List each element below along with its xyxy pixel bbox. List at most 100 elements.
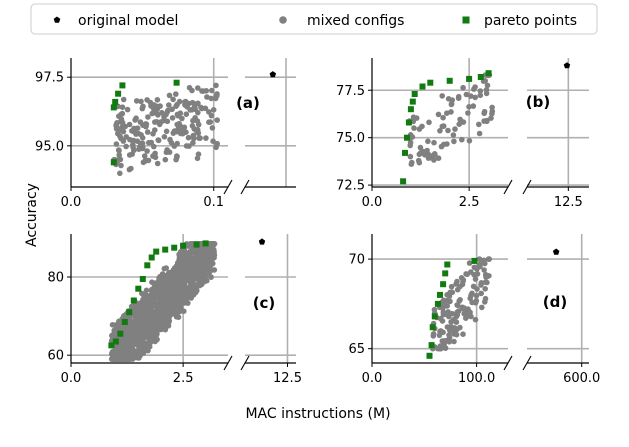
pareto-point — [153, 248, 160, 255]
mixed-config-point — [210, 107, 217, 113]
mixed-config-point — [213, 82, 219, 89]
mixed-config-point — [463, 91, 470, 98]
x-tick-label: 0.0 — [61, 195, 82, 210]
legend-pareto-marker-icon — [462, 16, 470, 24]
pareto-point — [117, 330, 124, 337]
mixed-config-point — [141, 320, 147, 327]
mixed-config-point — [116, 152, 122, 158]
mixed-config-point — [214, 91, 220, 97]
y-tick-label: 80 — [47, 271, 64, 286]
mixed-config-point — [125, 338, 132, 345]
mixed-config-point — [196, 257, 203, 264]
mixed-config-point — [409, 134, 416, 140]
legend-original-marker-icon — [53, 16, 61, 23]
mixed-config-point — [145, 312, 151, 319]
mixed-config-point — [472, 276, 479, 282]
mixed-config-point — [431, 157, 437, 163]
mixed-config-point — [477, 263, 483, 270]
panel-label: (c) — [253, 294, 276, 312]
x-tick-label: 100.0 — [458, 371, 495, 386]
y-tick-label: 72.5 — [336, 179, 365, 194]
mixed-config-point — [113, 122, 119, 129]
original-model-point — [552, 248, 560, 255]
mixed-config-point — [435, 155, 442, 161]
legend-mixed-label: mixed configs — [307, 13, 404, 29]
y-tick-label: 75.0 — [336, 131, 365, 146]
mixed-config-point — [139, 145, 146, 152]
mixed-config-point — [154, 97, 161, 103]
pareto-point — [400, 178, 407, 185]
mixed-config-point — [166, 102, 172, 108]
y-axis-label: Accuracy — [24, 183, 40, 247]
mixed-config-point — [137, 303, 143, 310]
axis-break-mark — [223, 355, 233, 371]
mixed-config-point — [468, 269, 474, 275]
axis-break-mark — [503, 179, 513, 195]
pareto-point — [426, 352, 433, 359]
mixed-config-point — [444, 110, 450, 116]
mixed-config-point — [471, 86, 477, 92]
mixed-config-point — [139, 140, 146, 147]
pareto-point — [130, 297, 137, 304]
mixed-config-point — [182, 273, 188, 280]
mixed-config-point — [413, 115, 420, 121]
mixed-config-point — [476, 130, 483, 137]
mixed-config-point — [198, 251, 204, 258]
mixed-config-point — [123, 351, 129, 358]
mixed-config-point — [469, 299, 475, 306]
pareto-point — [202, 240, 209, 247]
mixed-config-point — [451, 138, 457, 145]
mixed-config-point — [473, 297, 480, 304]
mixed-config-point — [459, 136, 465, 143]
pareto-point — [126, 309, 133, 316]
mixed-config-point — [183, 111, 190, 117]
legend-original-label: original model — [78, 13, 178, 29]
mixed-config-point — [146, 343, 153, 350]
x-tick-label: 0.0 — [362, 195, 383, 210]
pareto-point — [108, 342, 115, 349]
mixed-config-point — [158, 119, 164, 125]
panel-a: 95.0 97.5 0.0 0.1 (a) — [35, 58, 296, 210]
mixed-config-point — [179, 296, 186, 303]
mixed-config-point — [128, 303, 135, 310]
mixed-config-point — [454, 326, 460, 333]
mixed-config-point — [461, 306, 468, 313]
mixed-config-point — [131, 128, 137, 135]
mixed-config-point — [126, 152, 133, 158]
x-axis-label: MAC instructions (M) — [245, 406, 390, 422]
pareto-point — [431, 313, 438, 320]
mixed-config-point — [460, 331, 466, 338]
mixed-config-point — [154, 282, 161, 289]
mixed-config-point — [181, 124, 188, 131]
mixed-config-point — [195, 121, 202, 128]
mixed-config-point — [114, 325, 121, 332]
axis-break-mark — [503, 355, 513, 371]
mixed-config-point — [159, 272, 166, 279]
mixed-config-point — [204, 94, 210, 100]
mixed-config-point — [478, 290, 485, 297]
mixed-config-point — [144, 148, 150, 154]
mixed-config-point — [466, 104, 472, 110]
mixed-config-point — [472, 94, 479, 101]
mixed-config-point — [206, 264, 212, 271]
mixed-config-point — [148, 301, 155, 308]
pareto-point — [409, 98, 416, 105]
mixed-config-point — [166, 92, 173, 99]
mixed-config-point — [482, 78, 489, 84]
mixed-config-point — [166, 272, 172, 278]
mixed-config-point — [165, 283, 171, 290]
mixed-config-point — [454, 302, 460, 308]
mixed-config-point — [168, 288, 175, 294]
mixed-config-point — [472, 316, 479, 323]
panel-label: (a) — [236, 94, 260, 112]
mixed-config-point — [109, 333, 116, 339]
mixed-config-point — [118, 135, 124, 142]
pareto-point — [121, 319, 128, 325]
mixed-config-point — [407, 139, 414, 146]
mixed-config-point — [482, 279, 489, 286]
pareto-point — [477, 74, 484, 80]
mixed-config-point — [152, 150, 158, 157]
original-model-point — [258, 238, 266, 245]
mixed-config-point — [130, 142, 136, 148]
mixed-config-point — [209, 87, 215, 94]
